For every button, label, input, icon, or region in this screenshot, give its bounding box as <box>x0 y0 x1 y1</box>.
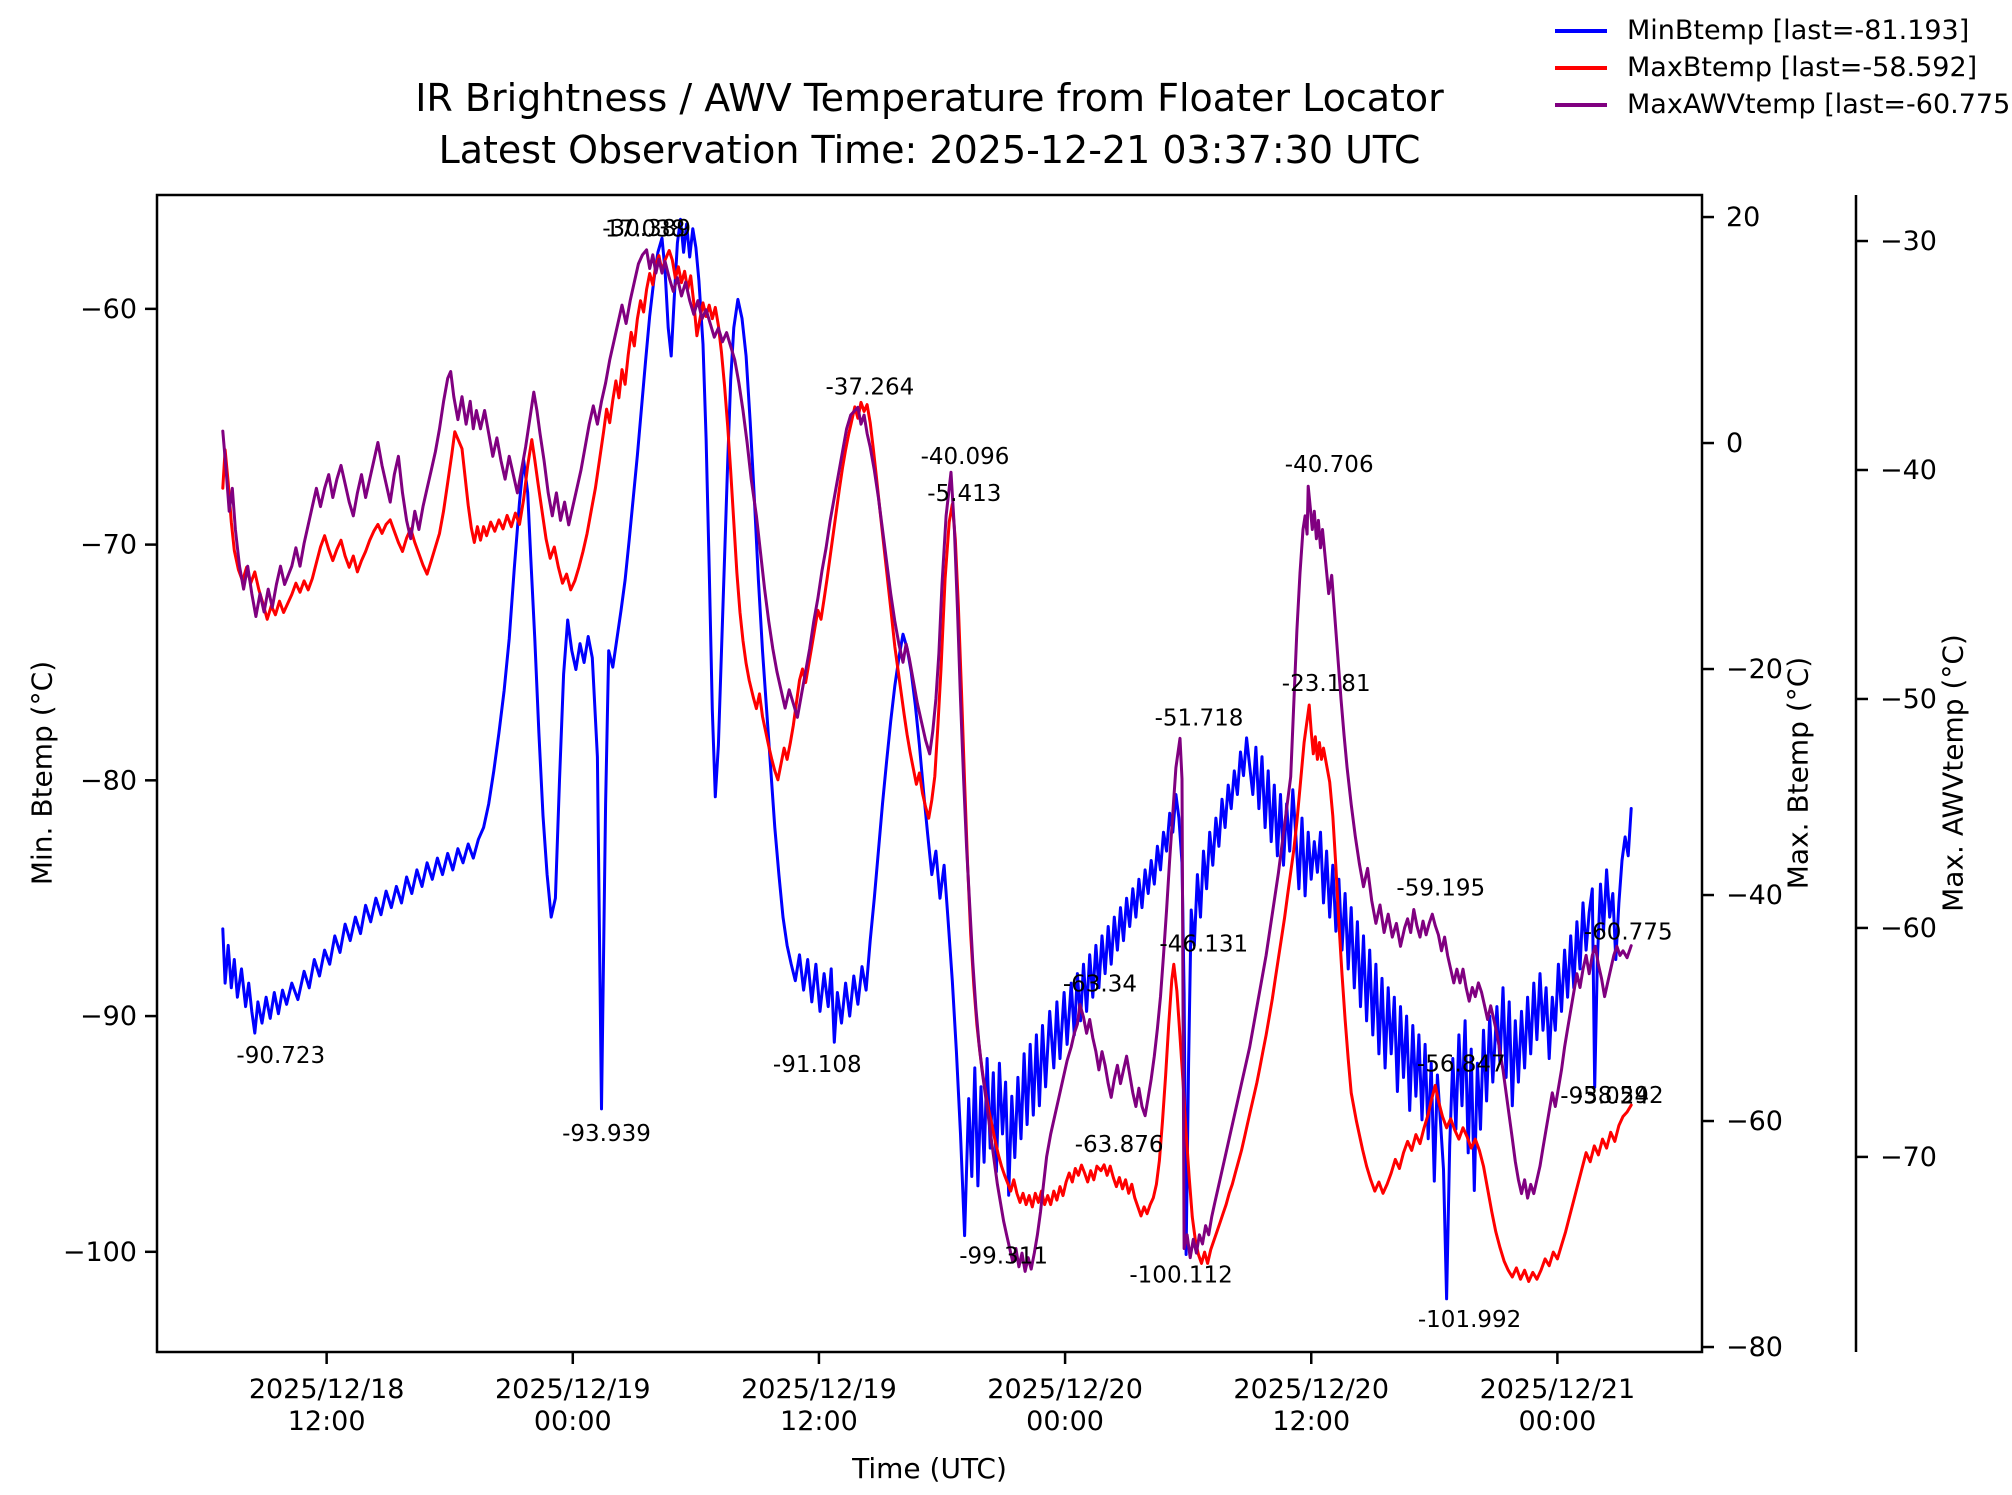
svg-text:2025/12/20: 2025/12/20 <box>987 1374 1143 1405</box>
annotation-17.038: 17.038 <box>605 217 685 243</box>
svg-text:−20: −20 <box>1726 654 1783 685</box>
svg-text:2025/12/19: 2025/12/19 <box>741 1374 897 1405</box>
svg-text:−60: −60 <box>1726 1106 1783 1137</box>
svg-text:−80: −80 <box>1726 1332 1783 1363</box>
svg-text:20: 20 <box>1726 202 1760 233</box>
legend-line-sample-maxbtemp <box>1555 65 1607 70</box>
svg-text:2025/12/18: 2025/12/18 <box>249 1374 405 1405</box>
svg-text:2025/12/19: 2025/12/19 <box>495 1374 651 1405</box>
legend-line-sample-minbtemp <box>1555 28 1607 33</box>
legend-item-maxawvtemp: MaxAWVtemp [last=-60.775] <box>1555 86 2012 123</box>
series-maxbtemp <box>221 249 1633 1283</box>
svg-text:−30: −30 <box>1880 226 1937 257</box>
plot-border <box>155 193 1704 1354</box>
annotation--60.775: -60.775 <box>1584 920 1673 946</box>
annotation--93.024: -93.024 <box>1560 1083 1649 1109</box>
legend-item-maxbtemp: MaxBtemp [last=-58.592] <box>1555 49 2012 86</box>
series-maxawvtemp <box>221 248 1633 1273</box>
annotation--100.112: -100.112 <box>1129 1263 1232 1289</box>
svg-text:00:00: 00:00 <box>1026 1406 1104 1437</box>
annotation--59.195: -59.195 <box>1396 876 1485 902</box>
axis-label-time: Time (UTC) <box>852 1452 1007 1485</box>
axis-label-max-awvtemp: Max. AWVtemp (°C) <box>1936 634 1970 912</box>
annotation--23.181: -23.181 <box>1282 671 1371 697</box>
annotation--101.992: -101.992 <box>1418 1307 1521 1333</box>
svg-text:2025/12/21: 2025/12/21 <box>1480 1374 1636 1405</box>
annotation--51.718: -51.718 <box>1155 705 1244 731</box>
chart-subtitle: Latest Observation Time: 2025-12-21 03:3… <box>438 128 1421 172</box>
annotation--40.706: -40.706 <box>1285 452 1374 478</box>
svg-text:−40: −40 <box>1726 880 1783 911</box>
svg-text:12:00: 12:00 <box>288 1406 366 1437</box>
annotation--58.592: -58.592 <box>1575 1083 1664 1109</box>
svg-text:−70: −70 <box>80 530 137 561</box>
chart-title: IR Brightness / AWV Temperature from Flo… <box>415 76 1444 120</box>
legend-label-maxawvtemp: MaxAWVtemp [last=-60.775] <box>1627 89 2012 120</box>
title-block: IR Brightness / AWV Temperature from Flo… <box>157 72 1702 176</box>
legend-line-sample-maxawvtemp <box>1555 102 1607 107</box>
svg-text:−50: −50 <box>1880 684 1937 715</box>
annotation--46.131: -46.131 <box>1159 931 1248 957</box>
svg-text:−40: −40 <box>1880 455 1937 486</box>
annotation--5.413: -5.413 <box>927 481 1001 507</box>
svg-text:−90: −90 <box>80 1001 137 1032</box>
svg-text:12:00: 12:00 <box>780 1406 858 1437</box>
svg-text:00:00: 00:00 <box>534 1406 612 1437</box>
annotation--63.34: -63.34 <box>1063 971 1137 997</box>
svg-text:−60: −60 <box>80 294 137 325</box>
svg-text:−60: −60 <box>1880 913 1937 944</box>
annotation--91.108: -91.108 <box>773 1052 862 1078</box>
annotation--90.723: -90.723 <box>236 1043 325 1069</box>
series-minbtemp <box>221 217 1633 1301</box>
annotation--63.876: -63.876 <box>1075 1132 1164 1158</box>
axis-label-min-btemp: Min. Btemp (°C) <box>25 660 59 886</box>
legend-label-minbtemp: MinBtemp [last=-81.193] <box>1627 15 1970 46</box>
axis-label-max-btemp: Max. Btemp (°C) <box>1781 656 1815 890</box>
svg-text:−70: −70 <box>1880 1142 1937 1173</box>
annotation--40.096: -40.096 <box>921 444 1010 470</box>
svg-text:0: 0 <box>1726 428 1743 459</box>
annotation--93.939: -93.939 <box>562 1121 651 1147</box>
svg-text:00:00: 00:00 <box>1518 1406 1596 1437</box>
annotation--30.389: -30.389 <box>602 216 691 242</box>
annotation--99.311: -99.311 <box>959 1244 1048 1270</box>
annotation--56.847: -56.847 <box>1417 1051 1506 1077</box>
annotation--37.264: -37.264 <box>826 374 915 400</box>
svg-text:−100: −100 <box>63 1237 137 1268</box>
svg-text:2025/12/20: 2025/12/20 <box>1233 1374 1389 1405</box>
legend: MinBtemp [last=-81.193] MaxBtemp [last=-… <box>1555 12 2012 123</box>
legend-item-minbtemp: MinBtemp [last=-81.193] <box>1555 12 2012 49</box>
legend-label-maxbtemp: MaxBtemp [last=-58.592] <box>1627 52 1978 83</box>
svg-text:12:00: 12:00 <box>1272 1406 1350 1437</box>
svg-text:−80: −80 <box>80 765 137 796</box>
